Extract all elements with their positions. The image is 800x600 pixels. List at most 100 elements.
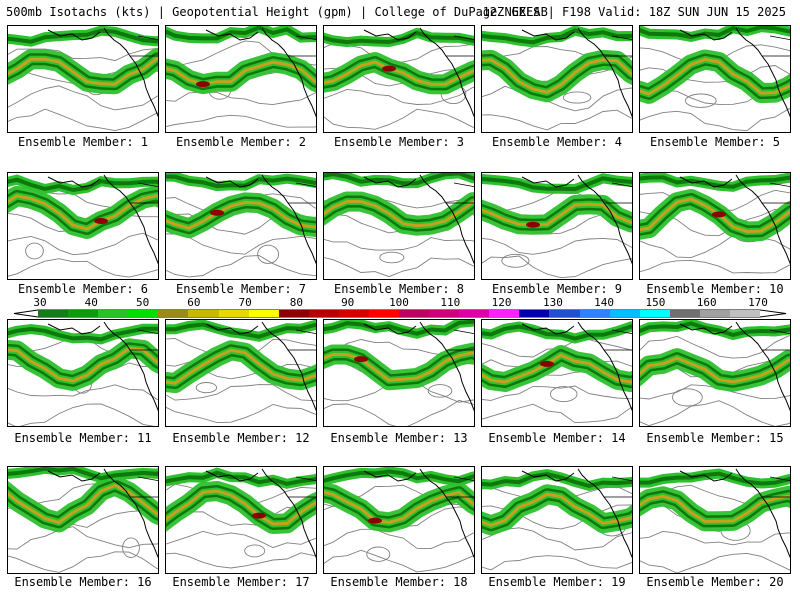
isotach-map — [166, 467, 316, 569]
height-contour — [640, 234, 790, 259]
isotach-map — [640, 26, 790, 132]
political-border — [446, 476, 474, 498]
coastline — [261, 27, 316, 118]
colorbar-swatch — [639, 310, 671, 317]
header-valid-time: 12Z GEFS | F198 Valid: 18Z SUN JUN 15 20… — [482, 5, 786, 19]
isotach-map — [482, 26, 632, 131]
isotach-map — [166, 173, 316, 278]
isotach-band-north — [324, 320, 474, 336]
isotach-core — [166, 60, 316, 86]
height-contour-closed — [244, 544, 266, 558]
colorbar-swatch — [519, 310, 550, 317]
alaska-coastline — [679, 29, 733, 41]
isotach-core — [640, 494, 790, 523]
height-contour — [482, 109, 632, 131]
height-contour-closed — [122, 537, 140, 558]
coastline — [419, 321, 474, 412]
isotach-map — [482, 468, 632, 571]
political-border — [288, 476, 316, 498]
political-border — [446, 35, 474, 57]
alaska-coastline — [521, 470, 575, 482]
isotach-core — [324, 200, 474, 228]
height-contour — [8, 47, 158, 62]
height-contour — [640, 335, 790, 359]
height-contour — [8, 403, 155, 426]
isotach-map — [640, 173, 790, 274]
alaska-coastline — [47, 323, 101, 335]
isotach-band-north — [482, 472, 632, 488]
coastline — [735, 468, 790, 559]
isotach-maximum — [210, 209, 224, 216]
coastline — [419, 468, 474, 559]
ensemble-member-map — [7, 319, 159, 427]
isotach-maximum — [526, 221, 540, 228]
height-contour — [482, 255, 632, 279]
ensemble-member-map — [7, 172, 159, 280]
height-contour — [166, 552, 316, 569]
height-contour — [324, 86, 474, 105]
colorbar-label: 40 — [84, 296, 98, 309]
height-contour — [482, 85, 632, 112]
coastline — [735, 27, 790, 118]
isotach-core — [482, 202, 632, 227]
ensemble-member-map — [481, 25, 633, 133]
colorbar-swatch — [128, 310, 159, 317]
height-contour — [482, 359, 632, 376]
colorbar-swatch — [248, 310, 280, 317]
alaska-coastline — [521, 176, 575, 188]
height-contour — [482, 237, 632, 255]
height-contour-closed — [501, 253, 530, 268]
height-contour — [324, 237, 474, 251]
height-contour-closed — [549, 386, 578, 403]
coastline — [419, 174, 474, 265]
ensemble-member-caption: Ensemble Member: 10 — [646, 282, 784, 296]
colorbar-swatch — [729, 310, 761, 317]
colorbar-label: 120 — [491, 296, 512, 309]
isotach-band-north — [8, 467, 158, 481]
height-contour — [324, 108, 474, 130]
colorbar-swatch — [38, 310, 69, 317]
isotach-map — [640, 468, 790, 573]
ensemble-member-caption: Ensemble Member: 12 — [172, 431, 310, 445]
ensemble-member-map — [7, 466, 159, 574]
height-contour — [166, 530, 316, 549]
height-contour-closed — [562, 91, 592, 104]
political-border — [288, 329, 316, 351]
isotach-map — [166, 320, 316, 424]
colorbar-swatch — [218, 310, 250, 317]
height-contour — [324, 399, 474, 426]
political-border — [446, 182, 474, 204]
ensemble-member-map — [323, 466, 475, 574]
ensemble-member-caption: Ensemble Member: 17 — [172, 575, 310, 589]
ensemble-member-map — [7, 25, 159, 133]
coastline — [103, 321, 158, 412]
isotach-core — [8, 194, 158, 231]
alaska-coastline — [679, 176, 733, 188]
alaska-coastline — [205, 176, 259, 188]
isotach-map — [8, 467, 158, 573]
isotach-maximum — [540, 360, 554, 367]
coastline — [103, 174, 158, 265]
alaska-coastline — [205, 323, 259, 335]
isotach-map — [8, 26, 158, 132]
height-contour — [324, 257, 474, 278]
height-contour-closed — [257, 244, 280, 264]
colorbar-swatch — [399, 310, 430, 317]
height-contour-closed — [672, 388, 703, 407]
political-border — [288, 35, 316, 57]
coastline — [261, 321, 316, 412]
alaska-coastline — [521, 323, 575, 335]
height-contour-closed — [366, 546, 391, 562]
colorbar-label: 160 — [696, 296, 717, 309]
alaska-coastline — [363, 29, 417, 41]
alaska-coastline — [47, 470, 101, 482]
ensemble-member-caption: Ensemble Member: 18 — [330, 575, 468, 589]
height-contour — [640, 108, 790, 132]
coastline — [261, 468, 316, 559]
colorbar-swatch — [669, 310, 701, 317]
height-contour — [640, 65, 790, 83]
isotach-maximum — [712, 211, 726, 218]
political-border — [604, 329, 632, 351]
isotach-core — [166, 348, 316, 385]
height-contour-closed — [427, 384, 453, 398]
